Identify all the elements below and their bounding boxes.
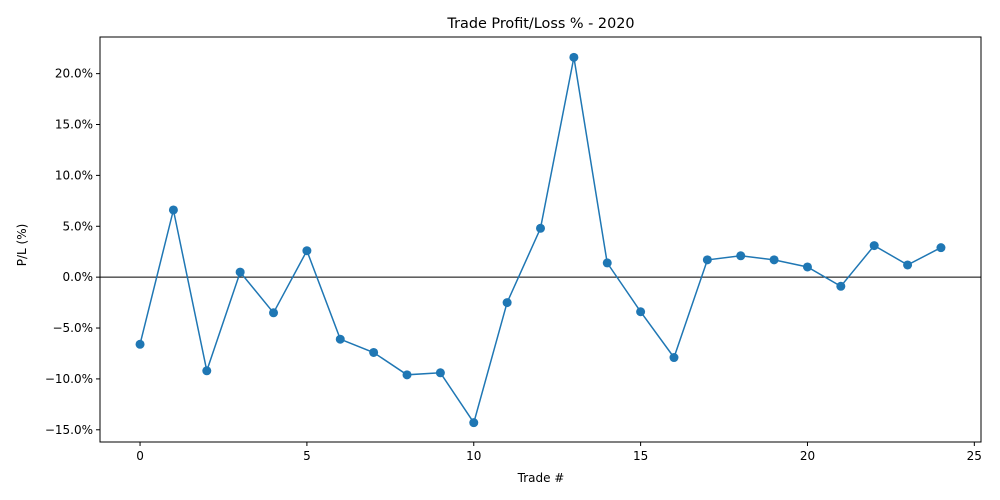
y-tick-label: 10.0% [55, 168, 93, 182]
data-point [602, 258, 612, 268]
x-axis-label: Trade # [517, 471, 565, 485]
y-tick-label: −15.0% [45, 423, 93, 437]
data-point [936, 243, 946, 253]
y-axis-ticks: −15.0% −10.0% −5.0% 0.0% 5.0% 10.0% 15.0% 20.0% [45, 67, 100, 437]
data-point [736, 251, 746, 261]
y-axis-label: P/L (%) [15, 224, 29, 267]
y-tick-label: 5.0% [63, 219, 94, 233]
data-point [702, 255, 712, 265]
data-point [269, 308, 279, 318]
x-axis-ticks: 0 5 10 15 20 25 [136, 442, 982, 463]
data-point [869, 241, 879, 251]
y-tick-label: −5.0% [52, 321, 93, 335]
x-tick-label: 25 [967, 449, 982, 463]
data-point [669, 353, 679, 363]
y-tick-label: 15.0% [55, 118, 93, 132]
data-point [168, 205, 178, 215]
data-point [302, 246, 312, 256]
data-point [435, 368, 445, 378]
x-tick-label: 5 [303, 449, 311, 463]
data-point [202, 366, 212, 376]
y-tick-label: 0.0% [63, 270, 94, 284]
data-point [369, 347, 379, 357]
pl-series [135, 52, 946, 428]
x-tick-label: 10 [466, 449, 481, 463]
data-point [636, 307, 646, 317]
x-tick-label: 15 [633, 449, 648, 463]
x-tick-label: 20 [800, 449, 815, 463]
data-point [235, 267, 245, 277]
x-tick-label: 0 [136, 449, 144, 463]
data-point [903, 260, 913, 270]
data-point [335, 334, 345, 344]
data-point [536, 223, 545, 233]
data-point [769, 255, 779, 265]
chart-title: Trade Profit/Loss % - 2020 [446, 16, 634, 32]
y-tick-label: 20.0% [55, 67, 93, 81]
data-point [836, 281, 846, 291]
data-point [402, 370, 412, 380]
plot-frame [99, 36, 982, 443]
data-point [802, 262, 812, 272]
y-tick-label: −10.0% [45, 372, 93, 386]
data-point [469, 418, 479, 428]
data-point [569, 52, 579, 62]
data-point [502, 298, 512, 308]
data-point [135, 339, 145, 349]
